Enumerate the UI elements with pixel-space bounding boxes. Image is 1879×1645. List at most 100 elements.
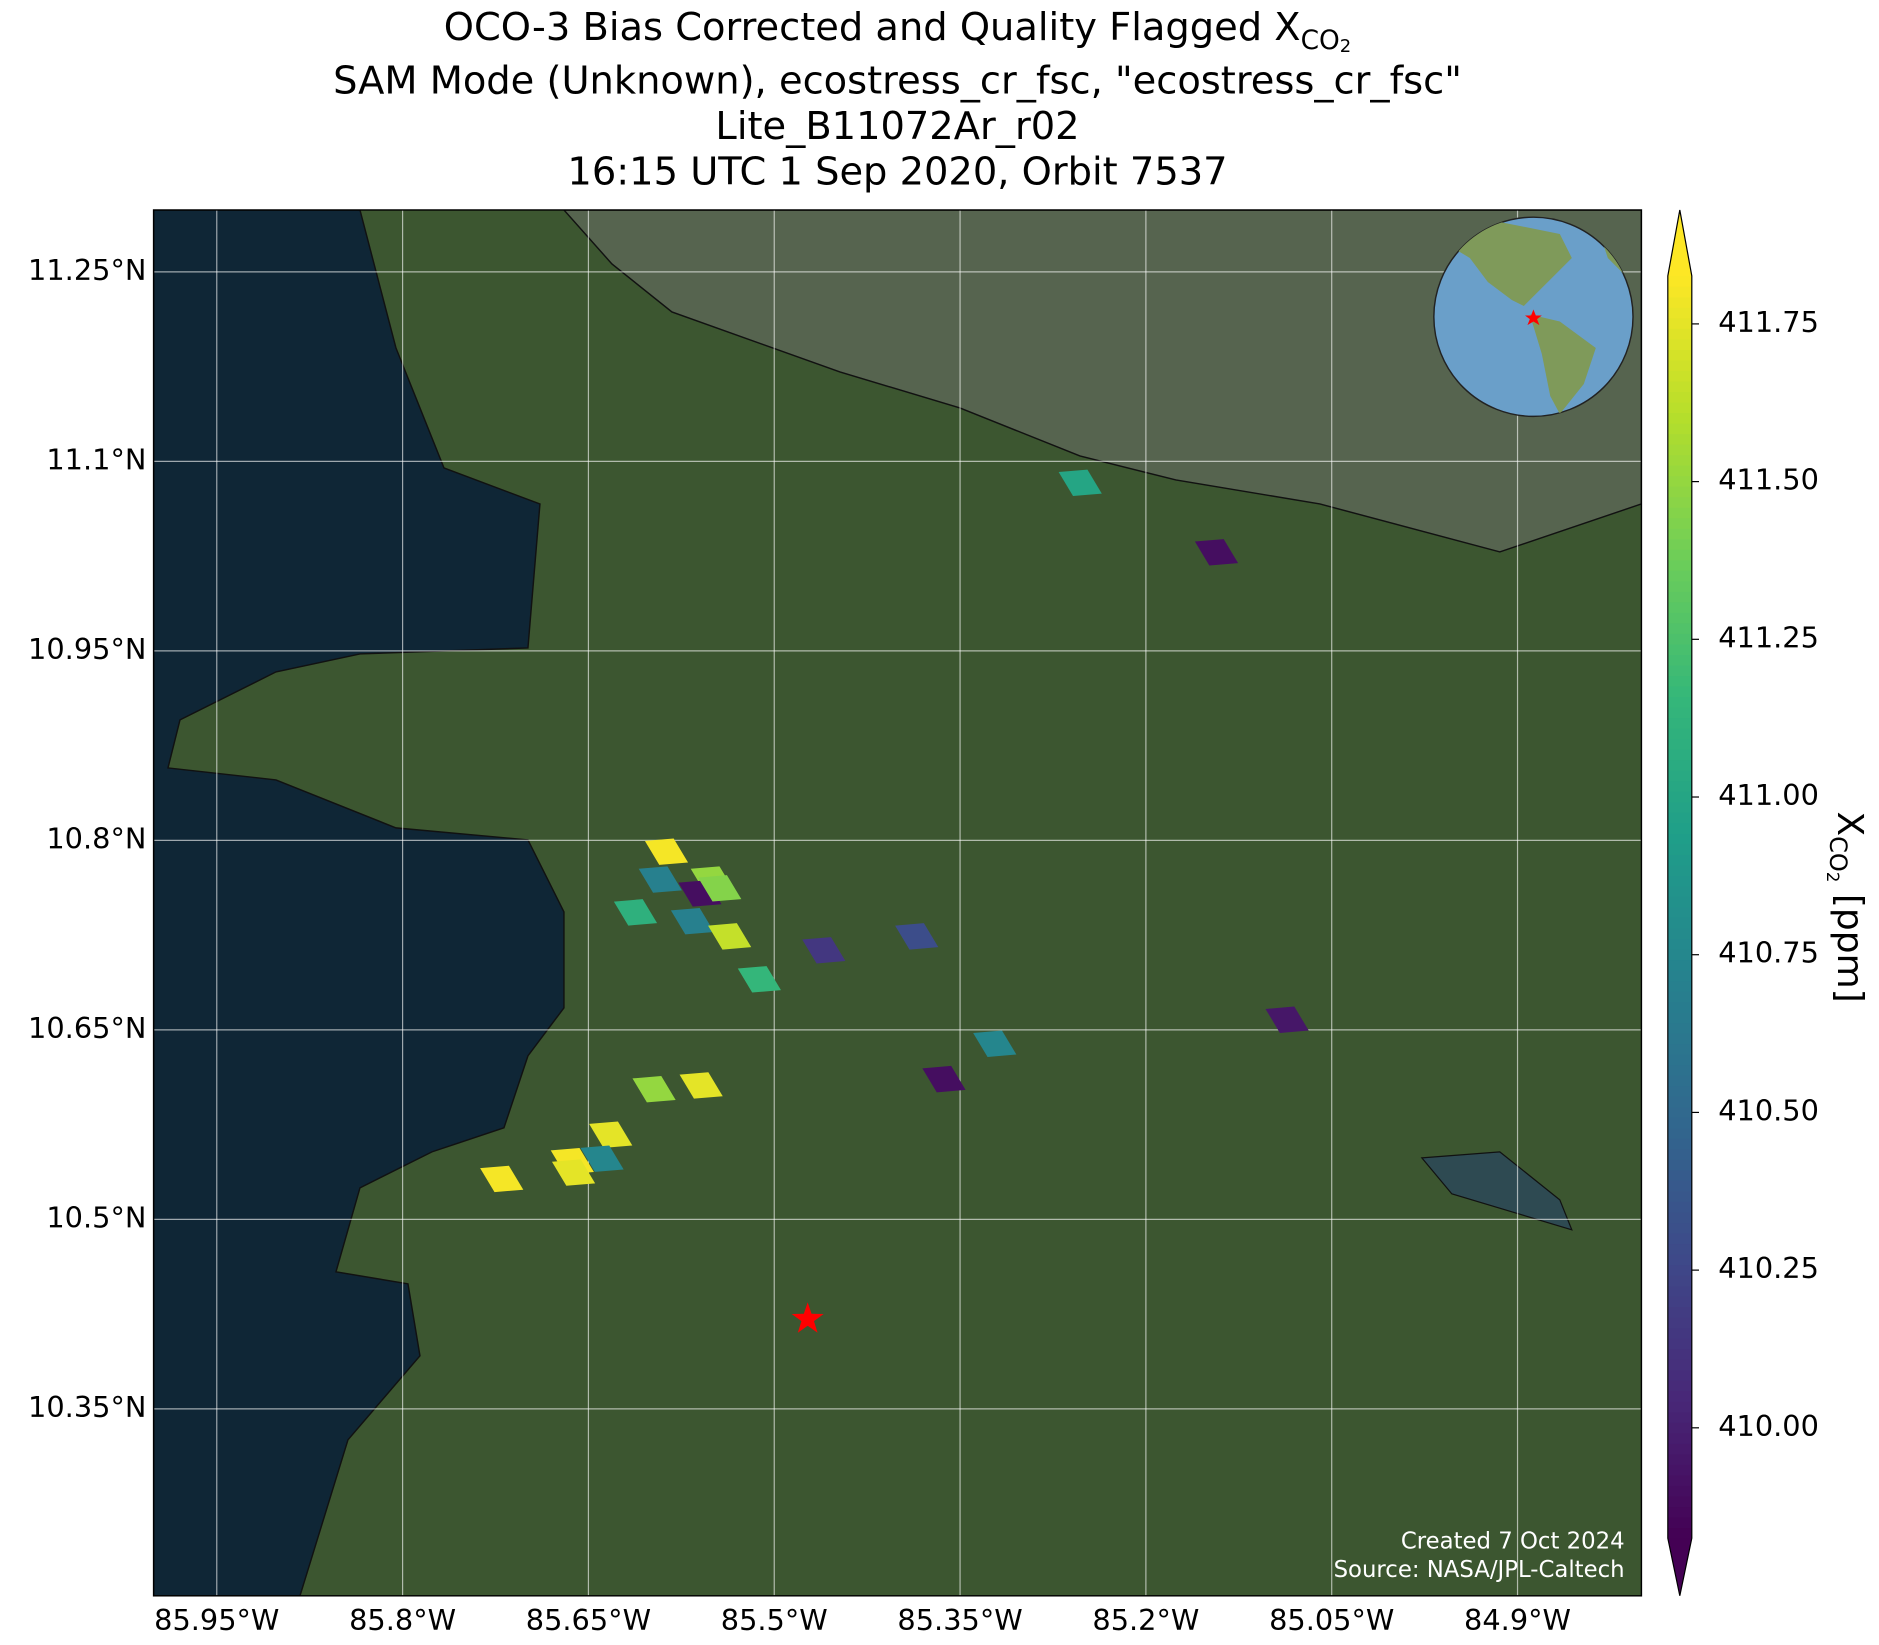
y-tick-label: 10.95°N	[28, 632, 146, 666]
colorbar-segment	[1667, 1359, 1692, 1371]
x-tick-label: 85.5°W	[721, 1603, 828, 1637]
colorbar-segment	[1667, 433, 1692, 445]
colorbar-segment	[1667, 612, 1692, 624]
colorbar-segment	[1667, 1285, 1692, 1297]
x-tick-label: 85.65°W	[526, 1603, 651, 1637]
colorbar-tick-label: 410.75	[1718, 936, 1819, 970]
colorbar-segment	[1667, 1485, 1692, 1497]
colorbar-segment	[1667, 1390, 1692, 1402]
colorbar-tick-label: 410.50	[1718, 1093, 1819, 1127]
colorbar-segment	[1667, 791, 1692, 803]
colorbar-segment	[1667, 1401, 1692, 1413]
colorbar-segment	[1667, 696, 1692, 708]
y-tick-label: 10.35°N	[28, 1390, 146, 1424]
y-tick-label: 10.65°N	[28, 1011, 146, 1045]
colorbar-segment	[1667, 1253, 1692, 1266]
colorbar-segment	[1667, 1464, 1692, 1476]
colorbar-segment	[1667, 1380, 1692, 1392]
colorbar-segment	[1667, 738, 1692, 750]
colorbar-outline	[1667, 209, 1693, 1596]
y-tick-label: 11.25°N	[28, 253, 146, 287]
colorbar-segment	[1667, 1032, 1692, 1045]
colorbar-segment	[1667, 896, 1692, 908]
colorbar-segment	[1667, 401, 1692, 414]
colorbar-extend	[1667, 1538, 1692, 1596]
colorbar-segment	[1667, 1096, 1692, 1108]
colorbar-segment	[1667, 622, 1692, 634]
colorbar-segment	[1667, 591, 1692, 603]
colorbar-tick-label: 411.00	[1718, 778, 1819, 812]
colorbar-segment	[1667, 1075, 1692, 1087]
colorbar-tick-label: 411.50	[1718, 463, 1819, 497]
colorbar-segment	[1667, 475, 1692, 487]
colorbar-segment	[1667, 338, 1692, 350]
colorbar-segment	[1667, 1264, 1692, 1276]
x-tick-label: 85.95°W	[154, 1603, 279, 1637]
colorbar-segment	[1667, 528, 1692, 540]
title-line: SAM Mode (Unknown), ecostress_cr_fsc, "e…	[333, 58, 1462, 103]
colorbar-segment	[1667, 980, 1692, 992]
colorbar-extend	[1667, 209, 1692, 276]
colorbar-segment	[1667, 559, 1692, 571]
x-tick-label: 85.2°W	[1092, 1603, 1199, 1637]
colorbar-segment	[1667, 422, 1692, 435]
colorbar-segment	[1667, 990, 1692, 1003]
x-tick-label: 85.35°W	[897, 1603, 1022, 1637]
sounding	[895, 923, 939, 950]
title: OCO-3 Bias Corrected and Quality Flagged…	[333, 4, 1462, 194]
map-frame	[152, 209, 1643, 1597]
colorbar-segment	[1667, 580, 1692, 592]
title-sub: CO	[1301, 25, 1340, 55]
colorbar-segment	[1667, 601, 1692, 613]
colorbar-segment	[1667, 1148, 1692, 1160]
annotation: Source: NASA/JPL-Caltech	[1334, 1557, 1625, 1583]
sounding	[551, 1159, 596, 1186]
x-tick-label: 84.9°W	[1464, 1603, 1571, 1637]
colorbar-segment	[1667, 1106, 1692, 1118]
sounding	[580, 1145, 624, 1172]
colorbar-segment	[1667, 1043, 1692, 1055]
sounding	[1058, 469, 1102, 497]
colorbar-segment	[1667, 1443, 1692, 1455]
target-star	[791, 1302, 824, 1333]
colorbar-segment	[1667, 1064, 1692, 1076]
colorbar-segment	[1667, 454, 1692, 466]
colorbar-segment	[1667, 906, 1692, 918]
colorbar-segment	[1667, 349, 1692, 361]
colorbar-segment	[1667, 1369, 1692, 1381]
title-line: OCO-3 Bias Corrected and Quality Flagged…	[444, 4, 1301, 49]
colorbar-segment	[1667, 938, 1692, 950]
sounding	[737, 966, 781, 993]
colorbar-segment	[1667, 496, 1692, 508]
sounding	[589, 1121, 633, 1148]
title-sub: 2	[1340, 36, 1351, 57]
colorbar-segment	[1667, 1117, 1692, 1129]
colorbar-tick-label: 410.00	[1718, 1409, 1819, 1443]
colorbar-segment	[1667, 664, 1692, 677]
colorbar-segment	[1667, 1138, 1692, 1150]
colorbar-segment	[1667, 706, 1692, 719]
basemap	[153, 209, 1642, 1596]
colorbar-segment	[1667, 380, 1692, 393]
colorbar-segment	[1667, 1295, 1692, 1308]
colorbar-segment	[1667, 1232, 1692, 1245]
colorbar-segment	[1667, 969, 1692, 982]
colorbar-segment	[1667, 1085, 1692, 1097]
colorbar-segment	[1667, 885, 1692, 897]
colorbar-segment	[1667, 633, 1692, 645]
colorbar-segment	[1667, 1316, 1692, 1329]
colorbar-segment	[1667, 307, 1692, 319]
colorbar-segment	[1667, 759, 1692, 771]
colorbar-segment	[1667, 317, 1692, 329]
sounding	[802, 937, 846, 964]
colorbar-segment	[1667, 485, 1692, 498]
colorbar-segment	[1667, 864, 1692, 876]
colorbar-segment	[1667, 675, 1692, 687]
colorbar-segment	[1667, 443, 1692, 456]
colorbar-segment	[1667, 1159, 1692, 1171]
sounding	[922, 1065, 966, 1093]
colorbar-segment	[1667, 769, 1692, 782]
colorbar-tick-label: 411.25	[1718, 620, 1819, 654]
svg-text:OCO-3 Bias Corrected and Quali: OCO-3 Bias Corrected and Quality Flagged…	[444, 4, 1351, 56]
colorbar-segment	[1667, 286, 1692, 298]
